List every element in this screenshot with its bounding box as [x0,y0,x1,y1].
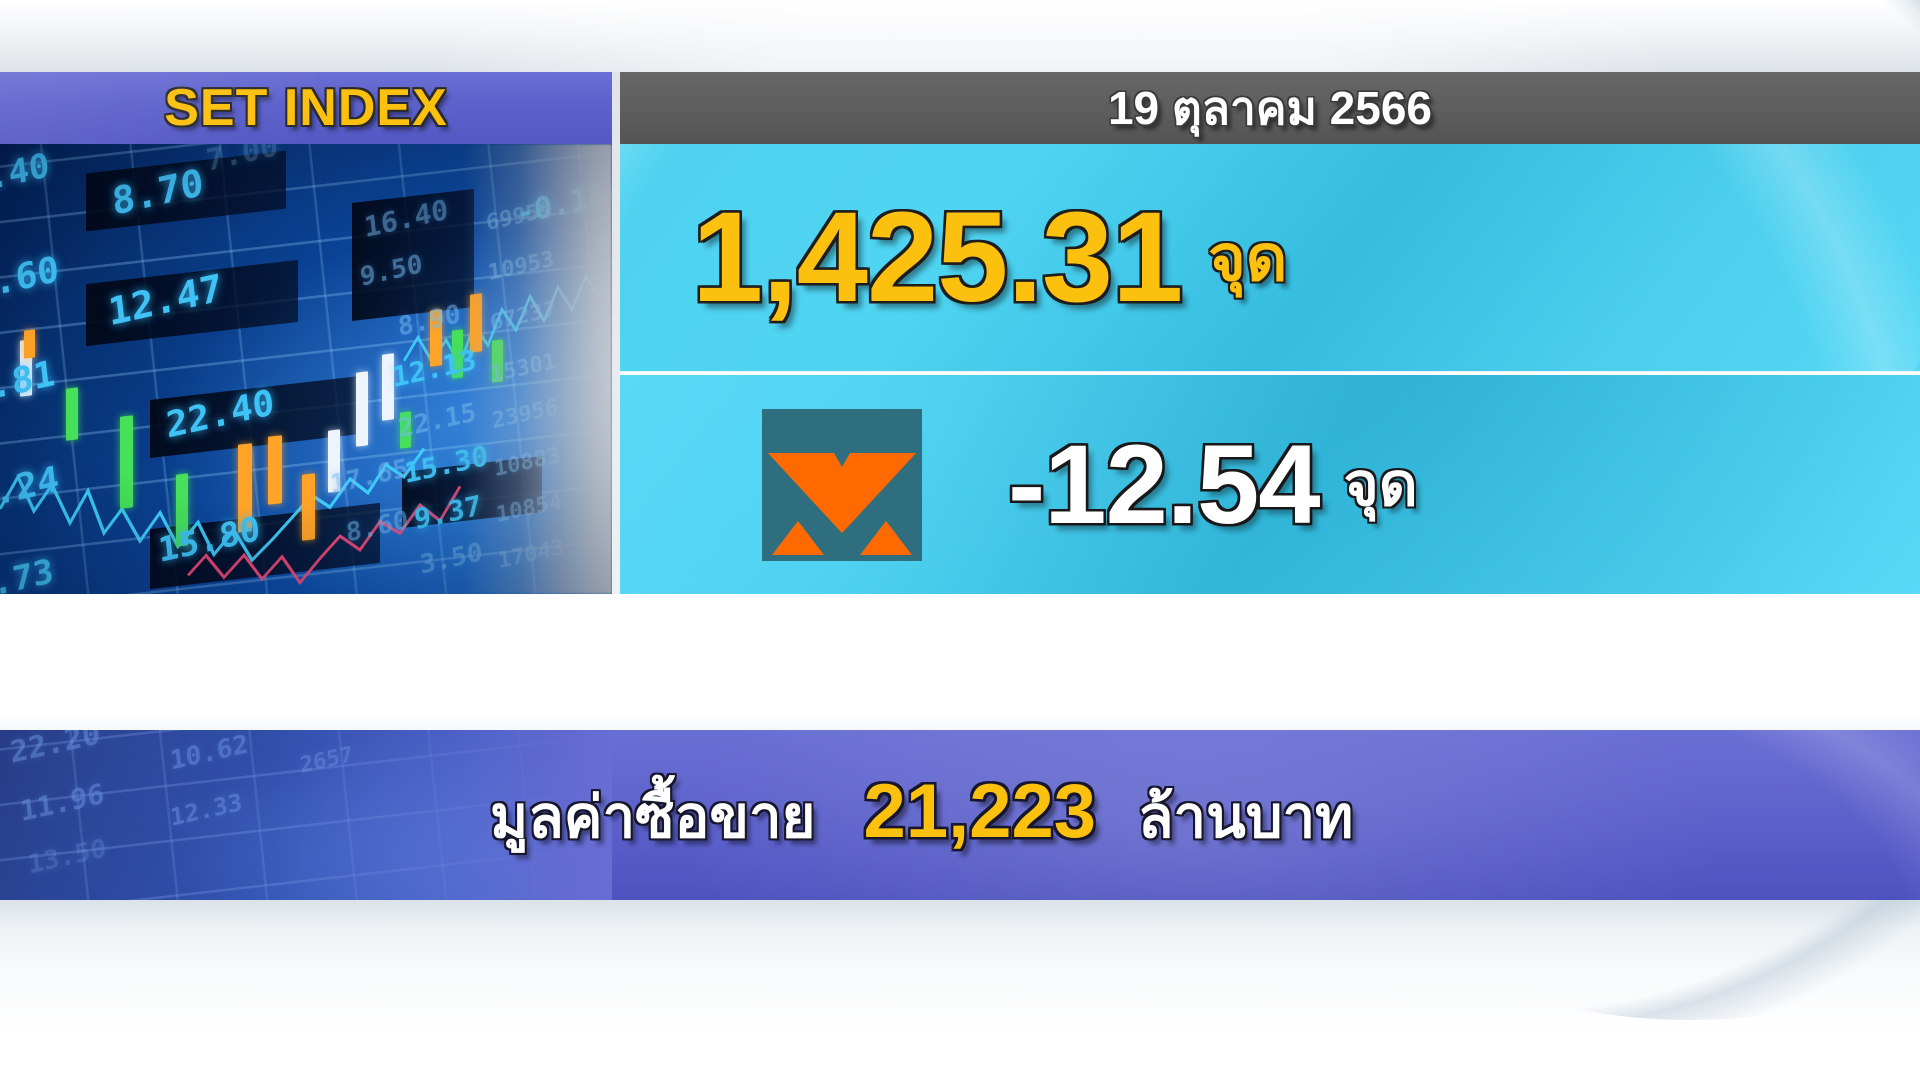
panel-divider [620,371,1920,375]
index-value: 1,425.31 [692,186,1183,329]
panel-seam [612,72,620,594]
turnover-label: มูลค่าซื้อขาย [490,784,816,850]
turnover-photo-strip: 22.20 10.62 2657 11.96 12.33 13.50 [0,730,612,900]
turnover-unit: ล้านบาท [1138,784,1354,850]
photo-vignette [0,144,612,594]
turnover-photo-fade [0,730,612,900]
date-bar: 19 ตุลาคม 2566 [620,72,1920,144]
index-change-unit: จุด [1343,450,1418,518]
arrow-down-icon [762,408,922,561]
turnover-amount: 21,223 [863,768,1096,854]
index-change-value: -12.54 [1008,421,1321,547]
index-value-unit: จุด [1208,222,1288,294]
turnover-content: มูลค่าซื้อขาย 21,223 ล้านบาท [490,768,1353,863]
ticker-board-photo: .40 .60 .81 .24 .73 8.70 12.47 22.40 15.… [0,144,612,594]
title-bar: SET INDEX [0,72,612,144]
page-title: SET INDEX [164,79,448,137]
photo-right-fade [462,144,612,594]
date-label: 19 ตุลาคม 2566 [1107,81,1433,134]
index-change-panel: -12.54 จุด [620,375,1920,594]
turnover-bar: 22.20 10.62 2657 11.96 12.33 13.50 มูลค่… [0,730,1920,900]
index-value-panel: 1,425.31 จุด [620,144,1920,372]
